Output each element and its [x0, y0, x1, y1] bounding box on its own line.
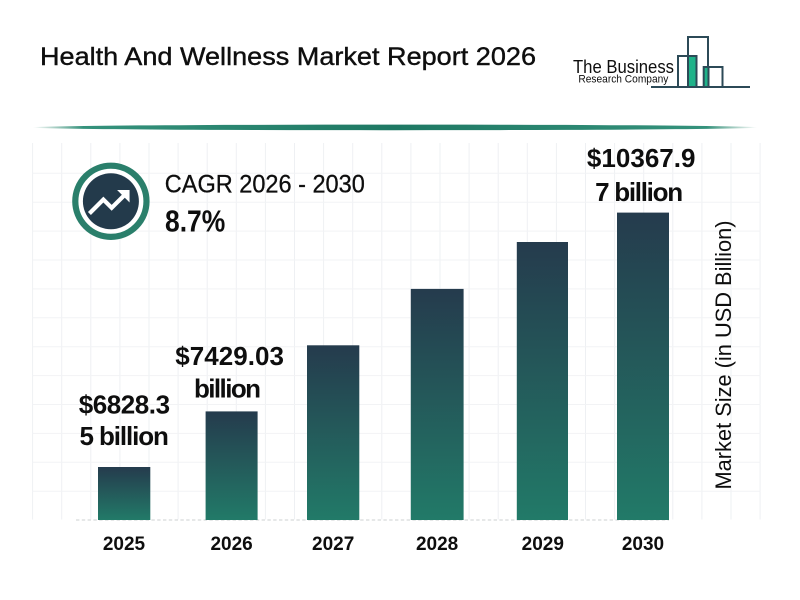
- svg-text:7 billion: 7 billion: [595, 177, 683, 207]
- svg-text:$6828.3: $6828.3: [79, 390, 170, 420]
- svg-text:2026: 2026: [210, 534, 252, 555]
- svg-text:2030: 2030: [622, 534, 664, 555]
- svg-text:8.7%: 8.7%: [165, 203, 225, 238]
- svg-text:2029: 2029: [522, 534, 564, 555]
- svg-text:Market Size (in USD Billion): Market Size (in USD Billion): [711, 221, 736, 490]
- svg-text:CAGR 2026 - 2030: CAGR 2026 - 2030: [165, 171, 365, 199]
- svg-text:$10367.9: $10367.9: [587, 143, 696, 173]
- svg-text:2028: 2028: [416, 534, 458, 555]
- svg-text:billion: billion: [194, 373, 261, 403]
- svg-text:The Business: The Business: [573, 57, 674, 77]
- svg-text:2025: 2025: [103, 534, 146, 555]
- svg-text:$7429.03: $7429.03: [175, 341, 284, 371]
- svg-text:5 billion: 5 billion: [80, 421, 169, 451]
- svg-text:Research Company: Research Company: [578, 74, 668, 86]
- svg-text:2027: 2027: [312, 534, 354, 555]
- svg-text:Health And Wellness Market Rep: Health And Wellness Market Report 2026: [40, 43, 536, 71]
